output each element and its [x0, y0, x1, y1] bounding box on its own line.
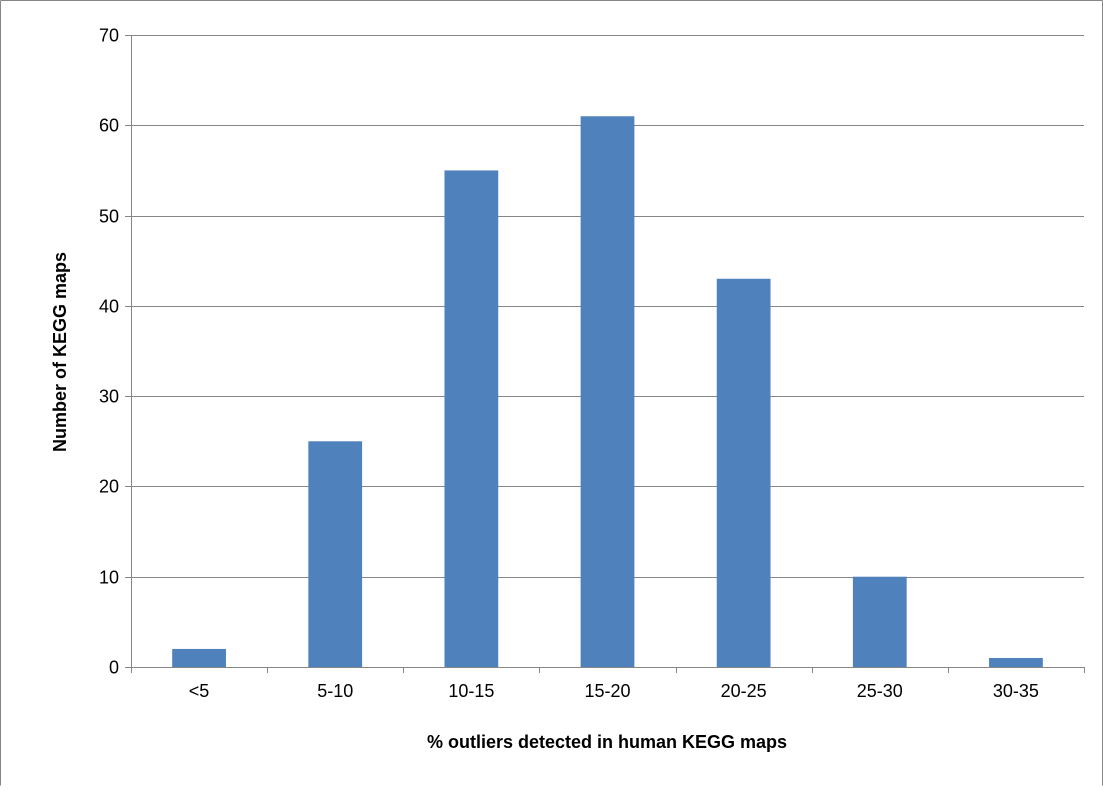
bar — [308, 441, 363, 667]
bar — [444, 170, 499, 667]
bar — [716, 278, 771, 667]
x-tick-label: 15-20 — [584, 681, 630, 701]
bars — [172, 116, 1043, 667]
y-tick-label: 10 — [99, 568, 119, 588]
y-tick-label: 70 — [99, 26, 119, 46]
y-tick-label: 20 — [99, 477, 119, 497]
y-tick-label: 40 — [99, 297, 119, 317]
y-tick-label: 60 — [99, 116, 119, 136]
y-tick-label: 30 — [99, 387, 119, 407]
x-axis-title: % outliers detected in human KEGG maps — [427, 732, 787, 752]
y-axis-title: Number of KEGG maps — [50, 252, 70, 452]
x-tick-label: 30-35 — [993, 681, 1039, 701]
x-tick-label: <5 — [189, 681, 210, 701]
x-tick-label: 20-25 — [721, 681, 767, 701]
bar — [172, 648, 226, 667]
x-tick-label: 10-15 — [448, 681, 494, 701]
bar — [852, 576, 907, 667]
x-tick-label: 5-10 — [317, 681, 353, 701]
bar — [580, 116, 635, 667]
y-tick-label: 0 — [109, 658, 119, 678]
bar — [989, 657, 1043, 667]
y-tick-label: 50 — [99, 207, 119, 227]
tick-labels: 0 10 20 30 40 50 60 70 <5 5-10 10-15 15-20 20-25 25-3… — [99, 26, 1039, 702]
axes — [125, 35, 1085, 673]
x-tick-label: 25-30 — [857, 681, 903, 701]
